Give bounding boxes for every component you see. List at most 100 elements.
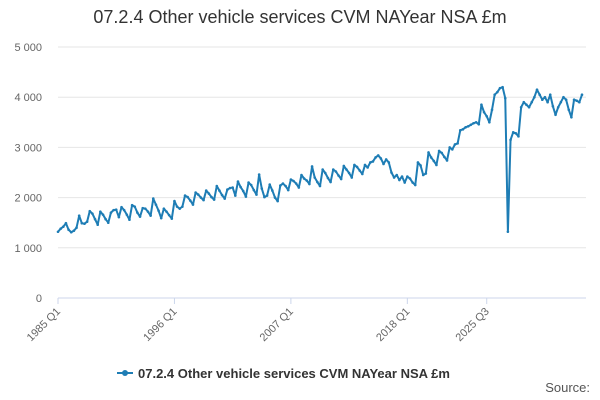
- data-point[interactable]: [390, 171, 393, 174]
- data-point[interactable]: [522, 100, 526, 104]
- data-point[interactable]: [130, 203, 134, 207]
- data-point[interactable]: [564, 98, 568, 102]
- data-point[interactable]: [215, 184, 219, 188]
- data-point[interactable]: [541, 98, 544, 102]
- data-point[interactable]: [284, 184, 287, 188]
- data-point[interactable]: [421, 173, 425, 177]
- data-point[interactable]: [382, 162, 385, 166]
- data-point[interactable]: [525, 103, 528, 107]
- data-point[interactable]: [226, 188, 229, 191]
- data-point[interactable]: [138, 215, 142, 218]
- data-point[interactable]: [556, 105, 560, 109]
- data-point[interactable]: [120, 205, 123, 209]
- data-point[interactable]: [429, 156, 433, 159]
- data-point[interactable]: [159, 216, 163, 220]
- data-point[interactable]: [451, 148, 454, 151]
- data-point[interactable]: [109, 211, 113, 214]
- data-point[interactable]: [239, 185, 242, 189]
- data-point[interactable]: [580, 93, 584, 96]
- data-point[interactable]: [398, 178, 401, 182]
- data-point[interactable]: [424, 172, 428, 175]
- data-point[interactable]: [133, 205, 137, 208]
- data-point[interactable]: [289, 178, 293, 181]
- legend-label[interactable]: 07.2.4 Other vehicle services CVM NAYear…: [138, 366, 450, 381]
- data-point[interactable]: [263, 195, 266, 199]
- data-point[interactable]: [67, 228, 70, 232]
- data-point[interactable]: [210, 195, 213, 199]
- data-point[interactable]: [392, 176, 396, 179]
- data-point[interactable]: [511, 131, 515, 134]
- data-point[interactable]: [249, 183, 253, 187]
- data-point[interactable]: [543, 95, 547, 99]
- data-point[interactable]: [575, 99, 579, 103]
- data-point[interactable]: [548, 93, 552, 96]
- data-point[interactable]: [260, 187, 264, 190]
- data-point[interactable]: [271, 189, 274, 192]
- data-point[interactable]: [408, 177, 412, 180]
- data-point[interactable]: [292, 179, 295, 183]
- data-point[interactable]: [199, 196, 203, 199]
- legend[interactable]: 07.2.4 Other vehicle services CVM NAYear…: [117, 366, 450, 381]
- data-point[interactable]: [358, 169, 362, 172]
- data-point[interactable]: [535, 88, 539, 91]
- data-point[interactable]: [88, 209, 92, 213]
- data-point[interactable]: [104, 217, 107, 221]
- data-point[interactable]: [466, 125, 470, 128]
- data-point[interactable]: [228, 186, 232, 190]
- data-point[interactable]: [294, 182, 298, 185]
- data-point[interactable]: [157, 209, 160, 212]
- data-point[interactable]: [173, 199, 176, 203]
- data-point[interactable]: [96, 223, 99, 227]
- data-point[interactable]: [435, 163, 438, 167]
- data-point[interactable]: [252, 188, 256, 192]
- data-point[interactable]: [366, 166, 369, 169]
- data-point[interactable]: [437, 149, 441, 153]
- data-point[interactable]: [279, 184, 282, 187]
- data-point[interactable]: [241, 189, 245, 193]
- data-point[interactable]: [165, 210, 168, 213]
- data-point[interactable]: [376, 154, 380, 157]
- data-point[interactable]: [413, 183, 417, 187]
- data-point[interactable]: [538, 93, 541, 96]
- data-point[interactable]: [305, 179, 309, 182]
- data-point[interactable]: [546, 100, 549, 104]
- data-point[interactable]: [368, 161, 372, 164]
- data-point[interactable]: [117, 215, 121, 219]
- data-point[interactable]: [323, 171, 327, 175]
- data-point[interactable]: [255, 193, 258, 196]
- data-point[interactable]: [178, 207, 182, 210]
- data-point[interactable]: [273, 196, 277, 199]
- series-container[interactable]: [56, 85, 584, 234]
- data-point[interactable]: [75, 226, 78, 230]
- series-line[interactable]: [57, 86, 583, 234]
- data-point[interactable]: [485, 114, 489, 118]
- data-point[interactable]: [114, 208, 118, 211]
- data-point[interactable]: [300, 173, 303, 177]
- data-point[interactable]: [329, 180, 332, 184]
- data-point[interactable]: [419, 164, 422, 167]
- data-point[interactable]: [268, 183, 272, 186]
- data-point[interactable]: [146, 210, 150, 213]
- data-point[interactable]: [403, 181, 406, 184]
- data-point[interactable]: [310, 165, 314, 168]
- data-point[interactable]: [244, 195, 248, 198]
- data-point[interactable]: [570, 115, 573, 119]
- data-point[interactable]: [302, 177, 306, 180]
- data-point[interactable]: [331, 168, 335, 171]
- data-point[interactable]: [59, 227, 62, 231]
- data-point[interactable]: [154, 203, 158, 206]
- data-point[interactable]: [440, 151, 444, 155]
- data-point[interactable]: [318, 184, 322, 188]
- data-point[interactable]: [308, 182, 311, 186]
- data-point[interactable]: [83, 222, 86, 225]
- data-point[interactable]: [85, 220, 89, 223]
- data-point[interactable]: [112, 208, 115, 212]
- data-point[interactable]: [411, 181, 414, 184]
- data-point[interactable]: [572, 98, 576, 102]
- data-point[interactable]: [162, 207, 166, 210]
- data-point[interactable]: [231, 186, 234, 189]
- data-point[interactable]: [191, 203, 195, 206]
- data-point[interactable]: [493, 93, 496, 96]
- data-point[interactable]: [384, 158, 388, 161]
- data-point[interactable]: [151, 197, 155, 200]
